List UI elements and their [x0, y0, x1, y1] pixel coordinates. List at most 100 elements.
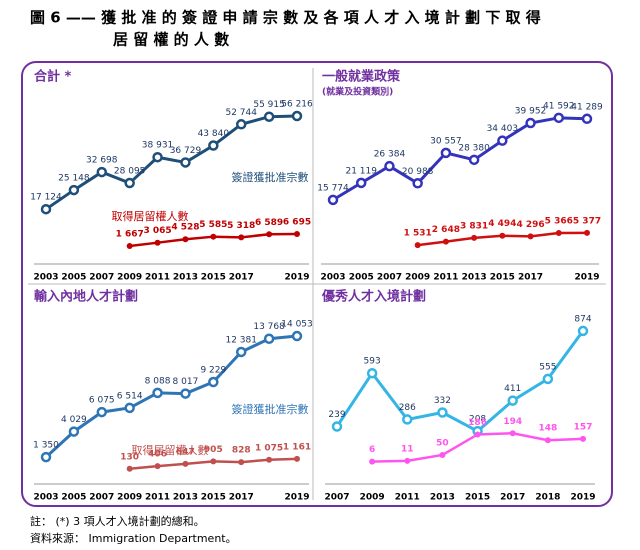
- marker: [294, 231, 300, 238]
- marker: [152, 151, 163, 163]
- data-label: 555: [539, 362, 556, 372]
- frame: [21, 61, 613, 507]
- data-label: 874: [574, 314, 591, 324]
- data-label: 332: [434, 396, 451, 406]
- data-label: 208: [469, 415, 486, 425]
- marker: [235, 119, 247, 130]
- legend-label: 簽證獲批准宗數: [232, 402, 309, 416]
- data-label: 9 229: [200, 366, 226, 376]
- x-tick-label: 2019: [284, 273, 309, 283]
- data-label: 38 931: [142, 141, 174, 151]
- data-label: 25 148: [58, 174, 90, 184]
- data-label: 5 366: [545, 216, 573, 226]
- data-label: 1 161: [283, 442, 311, 452]
- note: 註： (*) 3 項人才入境計劃的總和。: [30, 514, 205, 528]
- marker: [40, 203, 52, 215]
- data-label: 15 774: [317, 183, 349, 193]
- marker: [581, 113, 593, 125]
- marker: [544, 437, 551, 444]
- marker: [542, 373, 554, 385]
- x-tick-label: 2015: [201, 493, 226, 503]
- marker: [355, 177, 367, 189]
- data-label: 14 053: [281, 320, 313, 330]
- x-tick-label: 2013: [173, 273, 198, 283]
- line: [45, 114, 298, 211]
- data-label: 56 216: [281, 100, 313, 110]
- marker: [474, 431, 481, 438]
- data-label: 3 831: [460, 221, 488, 231]
- marker: [584, 229, 590, 236]
- data-label: 28 380: [458, 143, 490, 153]
- marker: [124, 402, 135, 414]
- data-label: 6: [369, 445, 375, 455]
- data-label: 4 029: [61, 415, 87, 425]
- marker: [154, 463, 161, 470]
- legend-label: 取得居留權人數: [132, 444, 209, 457]
- line: [332, 116, 588, 202]
- data-label: 30 557: [430, 136, 462, 146]
- data-label: 12 381: [225, 335, 257, 345]
- marker: [266, 231, 273, 238]
- marker: [68, 184, 80, 196]
- x-tick-label: 2003: [33, 273, 58, 283]
- x-tick-label: 2009: [360, 493, 385, 503]
- data-label: 4 528: [171, 223, 199, 233]
- data-label: 55 915: [253, 100, 285, 110]
- x-tick-label: 2015: [201, 273, 226, 283]
- marker: [291, 110, 303, 122]
- marker: [182, 236, 189, 243]
- marker: [291, 330, 303, 342]
- figure-title: 居 留 權 的 人 數: [113, 31, 229, 49]
- x-tick-label: 2011: [145, 273, 170, 283]
- data-label: 1 531: [404, 229, 432, 239]
- marker: [497, 135, 508, 146]
- marker: [208, 140, 219, 151]
- marker: [442, 238, 449, 245]
- data-label: 17 124: [30, 193, 62, 203]
- x-tick-label: 2017: [229, 273, 254, 283]
- data-label: 194: [503, 417, 522, 427]
- data-label: 34 403: [487, 124, 519, 134]
- marker: [366, 367, 378, 379]
- data-label: 3 065: [143, 226, 171, 236]
- data-label: 50: [436, 438, 449, 448]
- panel-title: 輸入內地人才計劃: [34, 289, 138, 305]
- marker: [126, 243, 133, 250]
- marker: [182, 460, 189, 467]
- data-label: 39 952: [515, 107, 547, 117]
- marker: [553, 112, 565, 124]
- data-label: 828: [232, 446, 251, 456]
- marker: [439, 451, 446, 458]
- marker: [210, 458, 217, 465]
- data-label: 593: [364, 357, 381, 367]
- x-tick-label: 2005: [61, 493, 86, 503]
- data-label: 5 377: [573, 216, 601, 226]
- panel-title: 一般就業政策: [322, 69, 401, 85]
- marker: [509, 430, 516, 437]
- data-label: 52 744: [225, 108, 257, 118]
- marker: [527, 233, 534, 240]
- x-tick-label: 2007: [89, 493, 114, 503]
- marker: [580, 435, 586, 442]
- marker: [180, 157, 191, 168]
- marker: [208, 376, 219, 388]
- x-tick-label: 2007: [377, 273, 402, 283]
- data-label: 130: [120, 452, 139, 462]
- x-tick-label: 2019: [570, 493, 595, 503]
- panel-title: 優秀人才入境計劃: [321, 289, 426, 305]
- data-label: 1 075: [255, 443, 283, 453]
- data-label: 8 017: [173, 377, 199, 387]
- marker: [402, 414, 413, 425]
- data-label: 4 296: [516, 220, 544, 230]
- marker: [471, 234, 478, 241]
- x-tick-label: 2019: [284, 493, 309, 503]
- marker: [68, 426, 80, 437]
- marker: [327, 194, 339, 206]
- data-label: 20 988: [402, 167, 434, 177]
- data-label: 4 494: [488, 219, 516, 229]
- x-tick-label: 2005: [61, 273, 86, 283]
- marker: [507, 395, 518, 406]
- marker: [555, 229, 562, 236]
- source: 資料來源： Immigration Department。: [30, 531, 237, 545]
